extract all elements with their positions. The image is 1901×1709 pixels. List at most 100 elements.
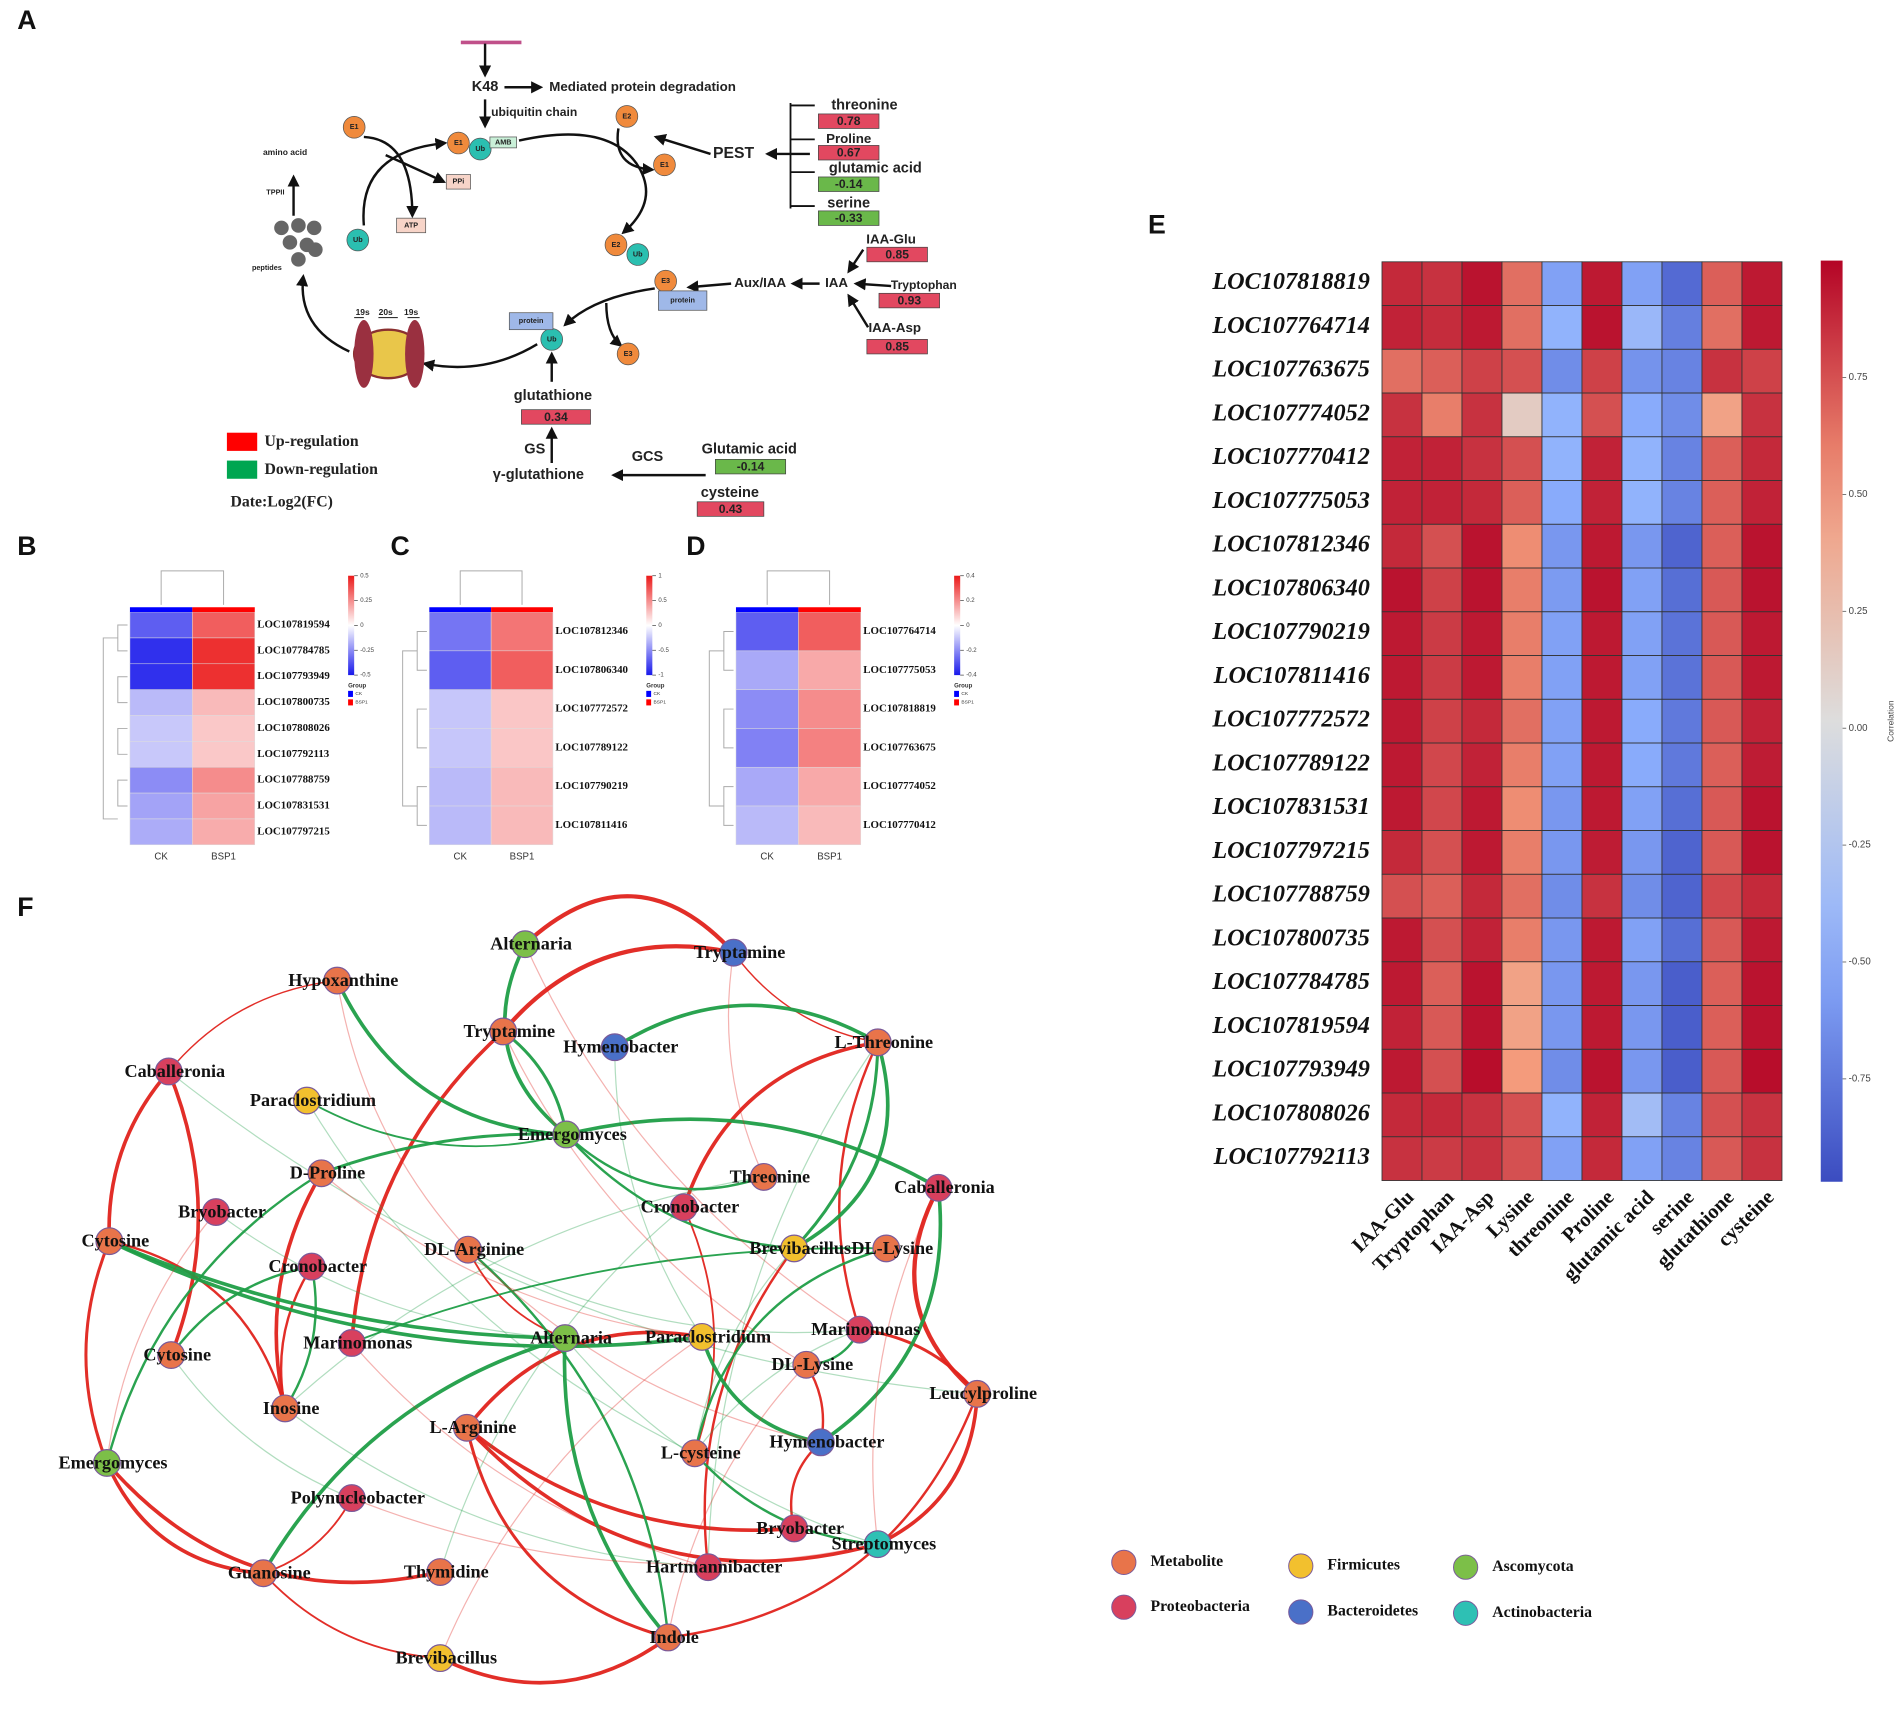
heatmap-cell [490, 611, 554, 652]
row-label: LOC107831531 [257, 800, 330, 812]
network-edge [105, 1172, 323, 1464]
heatmap-cell [1461, 305, 1503, 350]
network-node-label: Emergomyces [58, 1452, 167, 1472]
heatmap-cell [1461, 480, 1503, 525]
network-edge [876, 1393, 979, 1546]
heatmap-cell [1741, 786, 1783, 831]
heatmap-cell [1461, 261, 1503, 306]
dendrogram [117, 676, 128, 704]
heatmap-cell [1661, 830, 1703, 875]
heatmap-cell [1421, 611, 1463, 656]
heatmap-cell [1701, 1005, 1743, 1050]
colorbar-tick-label: 0.4 [966, 573, 975, 579]
heatmap-cell [129, 689, 193, 716]
network-node [454, 1235, 483, 1264]
dendrogram [459, 570, 523, 605]
proteasome [352, 316, 425, 388]
network-node-label: Caballeronia [894, 1177, 995, 1197]
network-node [271, 1394, 300, 1423]
network-node-label: Cronobacter [641, 1197, 740, 1217]
legend-swatch [954, 690, 959, 697]
metabolite-value: 0.85 [885, 339, 909, 353]
network-node-label: L-Threonine [835, 1032, 934, 1052]
enzyme-label: E2 [622, 111, 631, 120]
network-edge [336, 980, 469, 1251]
heatmap-cell [1581, 1136, 1623, 1181]
pathway-box-label: ATP [404, 220, 418, 229]
heatmap-cell [1661, 917, 1703, 963]
dendrogram [416, 786, 427, 826]
legend-marker [1111, 1594, 1137, 1620]
group-bar [491, 607, 553, 613]
heatmap-cell [1701, 917, 1743, 963]
heatmap-cell [1461, 1005, 1503, 1050]
network-edge [467, 1248, 670, 1638]
colorbar-tick-label: -1 [658, 673, 664, 679]
network-node-label: DL-Arginine [424, 1239, 524, 1259]
network-edge [727, 952, 765, 1178]
legend-marker [1453, 1554, 1479, 1580]
enzyme-circle [342, 115, 366, 139]
row-label: LOC107808026 [1211, 1099, 1370, 1126]
dendrogram [117, 779, 128, 807]
heatmap-cell [1501, 348, 1543, 394]
row-label: LOC107811416 [1213, 662, 1371, 689]
heatmap-cell [1661, 1092, 1703, 1138]
enzyme-circle [346, 228, 370, 252]
row-label: LOC107775053 [863, 664, 936, 676]
heatmap-cell [798, 650, 862, 690]
heatmap-cell [1621, 786, 1663, 831]
enzyme-label: E1 [454, 138, 463, 147]
row-label: LOC107784785 [1211, 968, 1370, 995]
metabolite-box [818, 145, 880, 161]
heatmap-cell [1621, 961, 1663, 1006]
heatmap-cell [1701, 305, 1743, 350]
heatmap-cell [129, 663, 193, 690]
enzyme-label: Ub [547, 334, 557, 343]
network-node [719, 938, 748, 967]
heatmap-cell [1581, 1048, 1623, 1094]
heatmap-cell [1381, 305, 1423, 350]
heatmap-cell [1421, 567, 1463, 613]
heatmap-cell [1661, 567, 1703, 613]
network-node-label: Hartmannibacter [646, 1557, 782, 1577]
heatmap-cell [1501, 1136, 1543, 1181]
heatmap-cell [1621, 698, 1663, 744]
heatmap-cell [1541, 961, 1583, 1006]
metabolite-name: IAA-Asp [868, 320, 921, 335]
heatmap-cell [1621, 567, 1663, 613]
pathway-box-label: protein [670, 296, 695, 305]
network-edge [838, 1041, 879, 1331]
heatmap-cell [1701, 698, 1743, 744]
heatmap-cell [1461, 1136, 1503, 1181]
column-label: BSP1 [211, 851, 236, 862]
enzyme-circle [616, 342, 640, 366]
heatmap-cell [429, 689, 492, 729]
network-node [749, 1162, 778, 1191]
network-node [688, 1322, 716, 1351]
heatmap-cell [1461, 392, 1503, 438]
network-node-label: Indole [649, 1627, 698, 1647]
heatmap-cell [1501, 873, 1543, 919]
pathway-text: PEST [713, 145, 755, 162]
heatmap-cell [1701, 655, 1743, 700]
heatmap-cell [1661, 1136, 1703, 1181]
heatmap-cell [1381, 655, 1423, 700]
heatmap-cell [1701, 1048, 1743, 1094]
row-label: LOC107763675 [863, 741, 936, 753]
heatmap-cell [1381, 392, 1423, 438]
metabolite-box [866, 246, 928, 263]
heatmap-cell [490, 805, 554, 846]
metabolite-box [818, 210, 880, 226]
network-node-label: Polynucleobacter [291, 1487, 425, 1507]
heatmap-cell [1381, 786, 1423, 831]
heatmap-cell [1741, 698, 1783, 744]
heatmap-cell [1461, 698, 1503, 744]
row-label: LOC107812346 [1211, 531, 1370, 558]
metabolite-box [866, 339, 928, 355]
colorbar-tick-label: -0.50 [1849, 957, 1872, 968]
heatmap-cell [1581, 873, 1623, 919]
heatmap-cell [1381, 436, 1423, 481]
row-label: LOC107763675 [1211, 356, 1370, 383]
network-edge [349, 1030, 505, 1344]
